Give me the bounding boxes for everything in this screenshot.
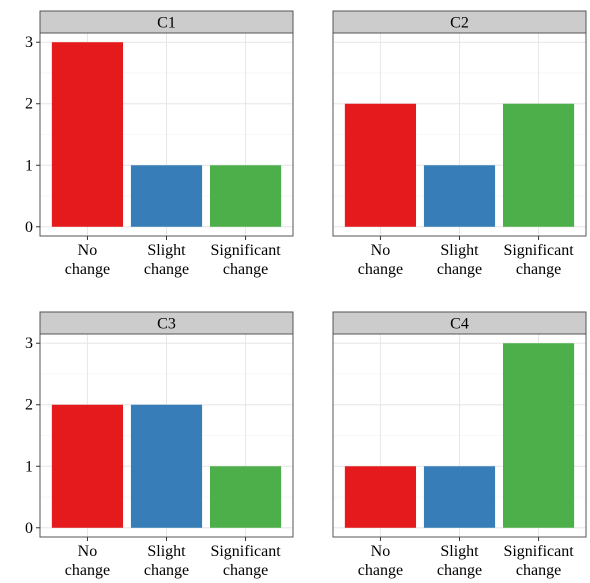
- bar-c2-3: [502, 103, 575, 227]
- x-tick-label: Slight change: [144, 242, 189, 278]
- y-tick-label: 0: [25, 219, 33, 236]
- facet-title: C2: [450, 15, 469, 32]
- x-tick-label: Significant change: [503, 242, 574, 278]
- y-tick-label: 3: [25, 335, 33, 352]
- bar-c1-1: [51, 42, 124, 227]
- facet-panel-c2: C2 No change Slight change Significant change: [332, 10, 587, 278]
- bar-c2-1: [344, 103, 417, 227]
- x-tick-label: Significant change: [210, 543, 281, 579]
- facet-title: C4: [450, 316, 469, 333]
- facet-panel-c1: C1 0 1 2 3 No change Slight change Significant cha…: [25, 10, 294, 278]
- bar-c4-3: [502, 343, 575, 528]
- bar-c4-2: [423, 466, 496, 528]
- facet-panel-c4: C4 No change Slight change Significant change: [332, 311, 587, 579]
- bar-c3-1: [51, 404, 124, 528]
- x-tick-label: Slight change: [437, 242, 482, 278]
- x-tick-label: No change: [358, 543, 403, 579]
- x-tick-label: Significant change: [210, 242, 281, 278]
- y-tick-label: 1: [25, 458, 33, 475]
- bar-c1-2: [130, 165, 203, 227]
- x-tick-label: No change: [65, 242, 110, 278]
- facet-title: C3: [157, 316, 176, 333]
- bar-c2-2: [423, 165, 496, 227]
- x-tick-label: Slight change: [437, 543, 482, 579]
- facet-panel-c3: C3 0 1 2 3 No change Slight change Significant cha…: [25, 311, 294, 579]
- bar-c3-3: [209, 466, 282, 528]
- y-tick-label: 2: [25, 397, 33, 414]
- y-tick-label: 2: [25, 96, 33, 113]
- x-tick-label: No change: [358, 242, 403, 278]
- y-tick-label: 3: [25, 34, 33, 51]
- bar-c4-1: [344, 466, 417, 528]
- x-tick-label: Slight change: [144, 543, 189, 579]
- bar-c1-3: [209, 165, 282, 227]
- y-tick-label: 1: [25, 157, 33, 174]
- bar-c3-2: [130, 404, 203, 528]
- facet-title: C1: [157, 15, 176, 32]
- y-tick-label: 0: [25, 520, 33, 537]
- x-tick-label: No change: [65, 543, 110, 579]
- x-tick-label: Significant change: [503, 543, 574, 579]
